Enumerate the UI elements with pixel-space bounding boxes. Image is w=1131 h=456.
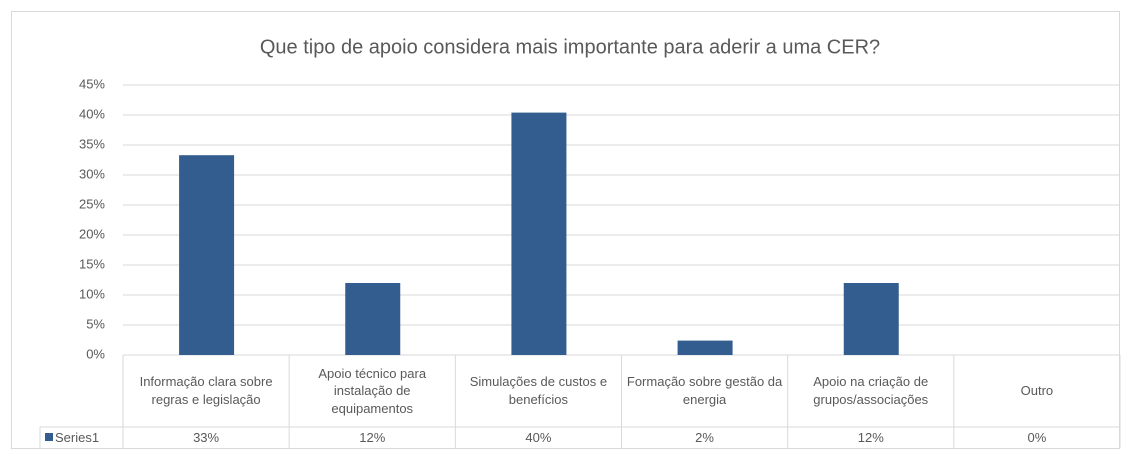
table-value: 2% — [695, 430, 714, 445]
table-value: 12% — [359, 430, 385, 445]
category-label: Outro — [1020, 383, 1054, 399]
category-label: Apoio na criação de grupos/associações — [813, 374, 929, 407]
bar — [345, 283, 401, 355]
table-value: 0% — [1028, 430, 1047, 445]
category-label: Informação clara sobre regras e legislaç… — [139, 374, 273, 407]
category-label: Apoio técnico para instalação de equipam… — [318, 365, 427, 416]
category-label-box: Apoio na criação de grupos/associações — [813, 374, 929, 407]
table-value: 33% — [193, 430, 219, 445]
category-label-box: Formação sobre gestão da energia — [626, 374, 783, 407]
legend-swatch — [45, 433, 53, 441]
y-tick-label: 5% — [86, 316, 105, 331]
bar — [511, 112, 567, 355]
category-label: Formação sobre gestão da energia — [626, 374, 783, 407]
legend-label: Series1 — [55, 430, 99, 445]
chart-title: Que tipo de apoio considera mais importa… — [260, 36, 880, 58]
table-value: 40% — [525, 430, 551, 445]
y-tick-label: 40% — [79, 106, 105, 121]
y-tick-label: 0% — [86, 346, 105, 361]
y-tick-label: 20% — [79, 226, 105, 241]
y-tick-label: 25% — [79, 196, 105, 211]
bar — [179, 155, 235, 355]
category-label-box: Apoio técnico para instalação de equipam… — [318, 365, 427, 416]
bar — [843, 283, 899, 355]
y-tick-label: 45% — [79, 76, 105, 91]
table-value: 12% — [858, 430, 884, 445]
y-tick-label: 35% — [79, 136, 105, 151]
category-label: Simulações de custos e benefícios — [469, 374, 608, 407]
bar — [677, 340, 733, 355]
category-label-box: Informação clara sobre regras e legislaç… — [139, 374, 273, 407]
category-label-box: Simulações de custos e benefícios — [469, 374, 608, 407]
y-tick-label: 10% — [79, 286, 105, 301]
y-tick-label: 30% — [79, 166, 105, 181]
category-label-box: Outro — [1020, 383, 1054, 399]
y-tick-label: 15% — [79, 256, 105, 271]
